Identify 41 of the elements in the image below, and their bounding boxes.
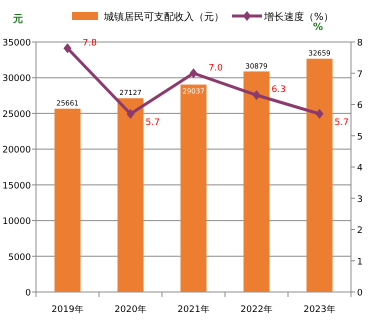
- x-tick-label: 2022年: [240, 304, 272, 315]
- data-label: 7.8: [82, 38, 98, 48]
- y-tick-label: 20000: [2, 146, 32, 156]
- x-tick-label: 2023年: [304, 304, 336, 315]
- y-tick-label: 5000: [8, 252, 32, 263]
- y2-tick-label: 7: [357, 70, 363, 80]
- y2-axis-title: %: [312, 22, 324, 33]
- y-tick-label: 25000: [2, 110, 32, 120]
- legend-label: 城镇居民可支配收入（元）: [103, 11, 224, 23]
- y2-tick-label: 5: [357, 132, 363, 142]
- y2-tick-label: 6: [357, 101, 363, 111]
- bar: [306, 58, 332, 292]
- y-tick-label: 30000: [2, 74, 32, 84]
- y2-tick-label: 3: [357, 194, 363, 205]
- x-tick-label: 2021年: [178, 304, 210, 315]
- y2-tick-label: 4: [357, 164, 363, 174]
- y-tick-label: 35000: [2, 38, 32, 48]
- y2-tick-label: 0: [357, 288, 363, 298]
- bar: [54, 108, 80, 292]
- bar: [180, 84, 206, 292]
- point: [126, 108, 134, 119]
- y-tick-label: 15000: [2, 181, 32, 192]
- legend-label: 增长速度（%）: [263, 11, 334, 23]
- x-tick-label: 2020年: [114, 304, 146, 315]
- point: [252, 90, 260, 100]
- y-tick-label: 0: [25, 288, 32, 298]
- data-label: 6.3: [272, 85, 286, 96]
- data-label: 5.7: [146, 118, 160, 128]
- y2-tick-label: 2: [357, 226, 363, 236]
- data-label: 5.7: [334, 118, 349, 128]
- x-tick-label: 2019年: [52, 304, 84, 315]
- point: [190, 68, 198, 78]
- data-label: 7.0: [208, 63, 224, 74]
- point: [64, 43, 72, 54]
- point: [316, 108, 324, 119]
- bar: [244, 71, 270, 292]
- y2-tick-label: 1: [357, 257, 363, 268]
- y2-tick-label: 8: [357, 38, 363, 48]
- y-tick-label: 10000: [2, 217, 32, 228]
- bar: [118, 98, 144, 292]
- y-axis-title: 元: [12, 13, 23, 25]
